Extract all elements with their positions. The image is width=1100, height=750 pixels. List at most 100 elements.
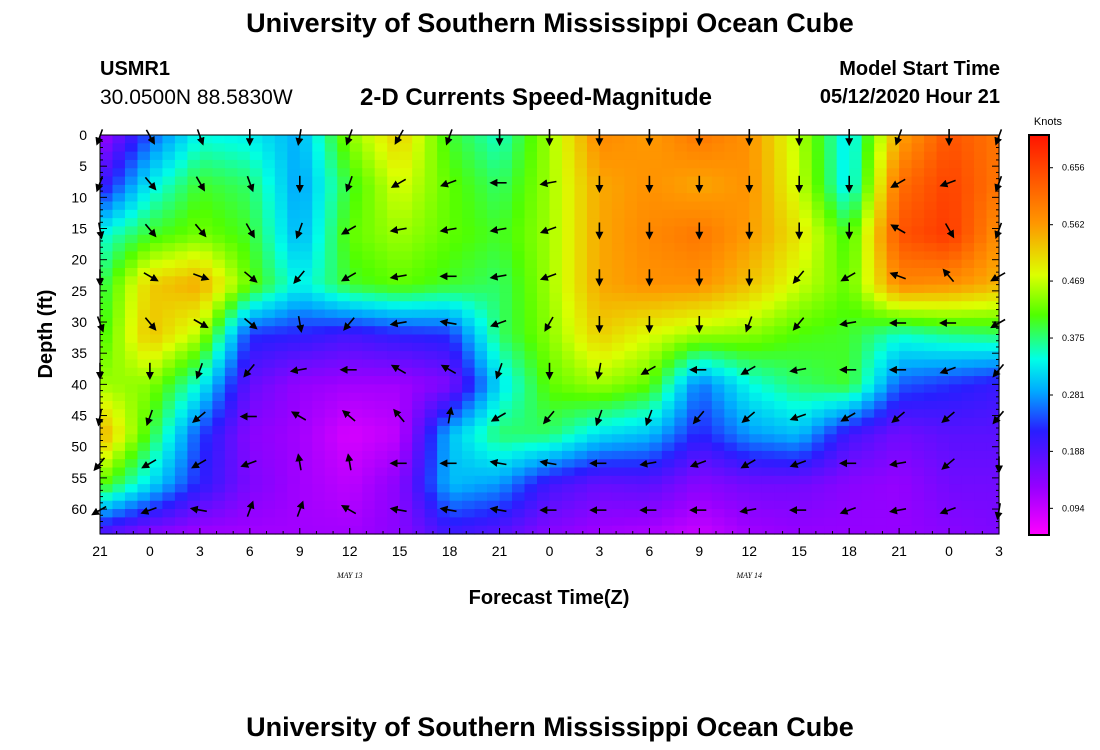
heatmap-cell	[299, 467, 313, 477]
heatmap-cell	[399, 218, 413, 228]
heatmap-cell	[474, 259, 488, 269]
heatmap-cell	[474, 525, 488, 535]
heatmap-cell	[287, 326, 301, 336]
heatmap-cell	[374, 459, 388, 469]
heatmap-cell	[537, 326, 551, 336]
heatmap-cell	[537, 359, 551, 369]
heatmap-cell	[711, 509, 725, 518]
heatmap-cell	[112, 367, 126, 377]
heatmap-cell	[487, 159, 501, 169]
heatmap-cell	[986, 218, 1000, 228]
heatmap-cell	[474, 292, 488, 302]
heatmap-cell	[949, 284, 963, 294]
heatmap-cell	[561, 251, 576, 261]
heatmap-cell	[786, 159, 800, 169]
heatmap-cell	[162, 143, 176, 153]
heatmap-cell	[699, 525, 713, 535]
heatmap-cell	[649, 309, 663, 319]
heatmap-cell	[324, 334, 338, 344]
heatmap-cell	[149, 292, 164, 302]
heatmap-cell	[636, 392, 650, 402]
heatmap-cell	[174, 492, 189, 502]
heatmap-cell	[861, 135, 875, 144]
heatmap-cell	[224, 292, 238, 302]
heatmap-cell	[661, 500, 675, 510]
heatmap-cell	[699, 276, 713, 286]
heatmap-cell	[212, 492, 226, 502]
heatmap-cell	[911, 342, 925, 352]
heatmap-cell	[112, 159, 126, 169]
heatmap-cell	[387, 209, 401, 219]
heatmap-cell	[487, 359, 501, 369]
heatmap-cell	[100, 135, 114, 144]
heatmap-cell	[262, 251, 276, 261]
heatmap-cell	[549, 342, 563, 352]
heatmap-cell	[561, 184, 576, 194]
heatmap-cell	[487, 209, 501, 219]
heatmap-cell	[374, 193, 388, 203]
heatmap-cell	[911, 351, 925, 361]
heatmap-cell	[611, 359, 626, 369]
heatmap-cell	[786, 218, 800, 228]
heatmap-cell	[412, 425, 426, 435]
heatmap-cell	[262, 376, 276, 385]
heatmap-cell	[911, 234, 925, 244]
heatmap-cell	[412, 268, 426, 277]
current-arrow	[290, 411, 307, 421]
heatmap-cell	[599, 159, 613, 169]
heatmap-cell	[686, 184, 700, 194]
heatmap-cell	[537, 425, 551, 435]
heatmap-cell	[362, 234, 376, 244]
heatmap-cell	[824, 367, 838, 377]
heatmap-cell	[861, 268, 875, 277]
heatmap-cell	[811, 326, 825, 336]
heatmap-cell	[274, 326, 288, 336]
heatmap-cell	[736, 409, 750, 419]
heatmap-cell	[100, 401, 114, 410]
heatmap-cell	[349, 384, 363, 394]
heatmap-cell	[786, 475, 800, 485]
current-arrow	[939, 179, 956, 188]
heatmap-cell	[849, 500, 863, 510]
heatmap-cell	[811, 301, 825, 311]
current-arrow	[489, 505, 507, 514]
heatmap-cell	[986, 459, 1000, 469]
heatmap-cell	[836, 135, 850, 144]
heatmap-cell	[549, 509, 563, 518]
heatmap-cell	[724, 209, 738, 219]
heatmap-cell	[399, 151, 413, 161]
heatmap-cell	[974, 334, 988, 344]
heatmap-cell	[437, 209, 451, 219]
heatmap-cell	[499, 367, 513, 377]
heatmap-cell	[911, 517, 925, 527]
heatmap-cell	[786, 525, 800, 535]
heatmap-cell	[799, 509, 813, 518]
heatmap-cell	[337, 159, 351, 169]
heatmap-cell	[786, 193, 800, 203]
heatmap-cell	[824, 276, 838, 286]
heatmap-cell	[836, 201, 850, 211]
heatmap-cell	[174, 334, 189, 344]
heatmap-cell	[162, 425, 176, 435]
heatmap-cell	[237, 434, 251, 444]
heatmap-cell	[549, 525, 563, 535]
heatmap-cell	[324, 234, 338, 244]
heatmap-cell	[799, 484, 813, 494]
heatmap-cell	[399, 334, 413, 344]
heatmap-cell	[124, 359, 139, 369]
heatmap-cell	[112, 376, 126, 385]
heatmap-cell	[549, 276, 563, 286]
heatmap-cell	[224, 234, 238, 244]
heatmap-cell	[849, 425, 863, 435]
heatmap-cell	[761, 367, 775, 377]
heatmap-cell	[961, 425, 975, 435]
heatmap-cell	[749, 442, 763, 452]
heatmap-cell	[199, 517, 213, 527]
heatmap-cell	[849, 351, 863, 361]
current-arrow	[296, 315, 305, 334]
heatmap-cell	[287, 292, 301, 302]
heatmap-cell	[586, 309, 601, 319]
heatmap-cell	[561, 143, 576, 153]
heatmap-cell	[474, 226, 488, 236]
heatmap-cell	[661, 351, 675, 361]
